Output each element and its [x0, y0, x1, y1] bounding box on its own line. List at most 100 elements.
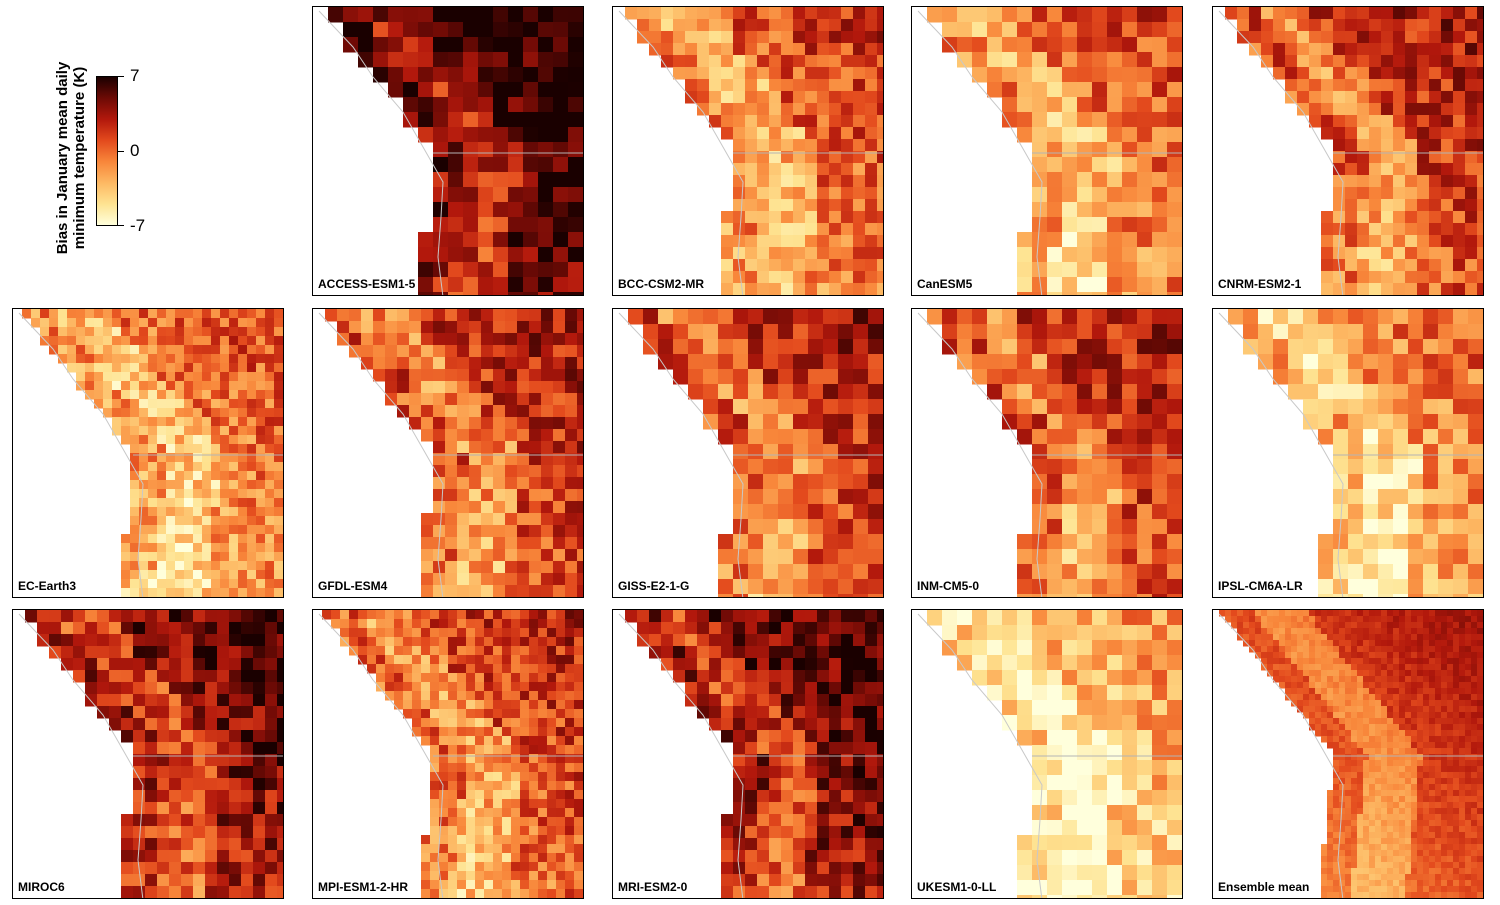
grid-cell	[927, 7, 943, 23]
grid-cell	[688, 339, 704, 355]
grid-cell	[1077, 112, 1093, 128]
grid-cell	[457, 405, 470, 418]
grid-cell	[1182, 262, 1183, 278]
grid-cell	[1077, 474, 1093, 490]
grid-cell	[202, 588, 212, 597]
grid-cell	[430, 628, 440, 638]
grid-cell	[1483, 369, 1484, 385]
grid-cell	[493, 561, 506, 574]
grid-cell	[745, 790, 758, 803]
grid-cell	[493, 405, 506, 418]
grid-cell	[274, 471, 283, 481]
grid-cell	[1047, 489, 1063, 505]
grid-cell	[757, 223, 770, 236]
grid-cell	[577, 585, 583, 597]
grid-cell	[538, 844, 548, 854]
grid-cell	[40, 318, 50, 328]
grid-cell	[493, 718, 503, 728]
grid-cell	[1137, 217, 1153, 233]
grid-cell	[1122, 745, 1138, 761]
grid-cell	[529, 345, 542, 358]
grid-cell	[1017, 277, 1033, 293]
grid-cell	[493, 369, 506, 382]
grid-cell	[1441, 163, 1454, 176]
grid-cell	[805, 742, 818, 755]
grid-cell	[184, 327, 194, 337]
grid-cell	[763, 444, 779, 460]
grid-cell	[793, 766, 806, 779]
grid-cell	[205, 730, 218, 743]
grid-cell	[325, 309, 338, 322]
grid-cell	[733, 622, 746, 635]
grid-cell	[265, 489, 275, 499]
grid-cell	[157, 390, 167, 400]
grid-cell	[247, 435, 257, 445]
grid-cell	[1137, 82, 1153, 98]
grid-cell	[853, 730, 866, 743]
grid-cell	[1378, 549, 1394, 565]
grid-cell	[1333, 127, 1346, 140]
grid-cell	[517, 549, 530, 562]
grid-cell	[769, 850, 782, 863]
grid-cell	[139, 588, 149, 597]
grid-cell	[721, 862, 734, 875]
grid-cell	[505, 477, 518, 490]
grid-cell	[76, 381, 86, 391]
grid-cell	[421, 655, 431, 665]
grid-cell	[823, 339, 839, 355]
grid-cell	[130, 471, 140, 481]
grid-cell	[1429, 295, 1442, 296]
grid-cell	[1032, 52, 1048, 68]
grid-cell	[1152, 820, 1168, 836]
grid-cell	[733, 534, 749, 550]
grid-cell	[972, 625, 988, 641]
grid-cell	[121, 850, 134, 863]
grid-cell	[541, 417, 554, 430]
grid-cell	[661, 634, 674, 647]
grid-cell	[1453, 534, 1469, 550]
grid-cell	[202, 345, 212, 355]
grid-cell	[1137, 534, 1153, 550]
grid-cell	[793, 730, 806, 743]
grid-cell	[769, 235, 782, 248]
grid-cell	[229, 850, 242, 863]
grid-cell	[1405, 127, 1418, 140]
grid-cell	[1137, 444, 1153, 460]
grid-cell	[1318, 534, 1334, 550]
grid-cell	[1321, 259, 1334, 272]
grid-cell	[1107, 850, 1123, 866]
grid-cell	[541, 381, 554, 394]
grid-cell	[277, 646, 283, 659]
grid-cell	[1369, 247, 1382, 260]
grid-cell	[568, 187, 583, 203]
grid-cell	[241, 742, 254, 755]
grid-cell	[1273, 339, 1289, 355]
grid-cell	[229, 694, 242, 707]
grid-cell	[1002, 399, 1018, 415]
grid-cell	[1408, 354, 1424, 370]
grid-cell	[793, 706, 806, 719]
grid-cell	[529, 549, 542, 562]
grid-cell	[841, 175, 854, 188]
grid-cell	[1318, 594, 1334, 597]
grid-cell	[421, 573, 434, 586]
grid-cell	[493, 727, 503, 737]
grid-cell	[430, 682, 440, 692]
grid-cell	[277, 718, 283, 731]
grid-cell	[865, 175, 878, 188]
grid-cell	[148, 453, 158, 463]
grid-cell	[1122, 7, 1138, 23]
grid-cell	[1047, 82, 1063, 98]
grid-cell	[1107, 97, 1123, 113]
grid-cell	[481, 513, 494, 526]
grid-cell	[568, 52, 583, 68]
grid-cell	[229, 525, 239, 535]
grid-cell	[493, 880, 503, 890]
grid-cell	[169, 790, 182, 803]
grid-cell	[367, 646, 377, 656]
grid-cell	[877, 187, 883, 200]
grid-cell	[829, 67, 842, 80]
grid-cell	[229, 886, 242, 898]
grid-cell	[1062, 880, 1078, 896]
grid-cell	[556, 889, 566, 898]
